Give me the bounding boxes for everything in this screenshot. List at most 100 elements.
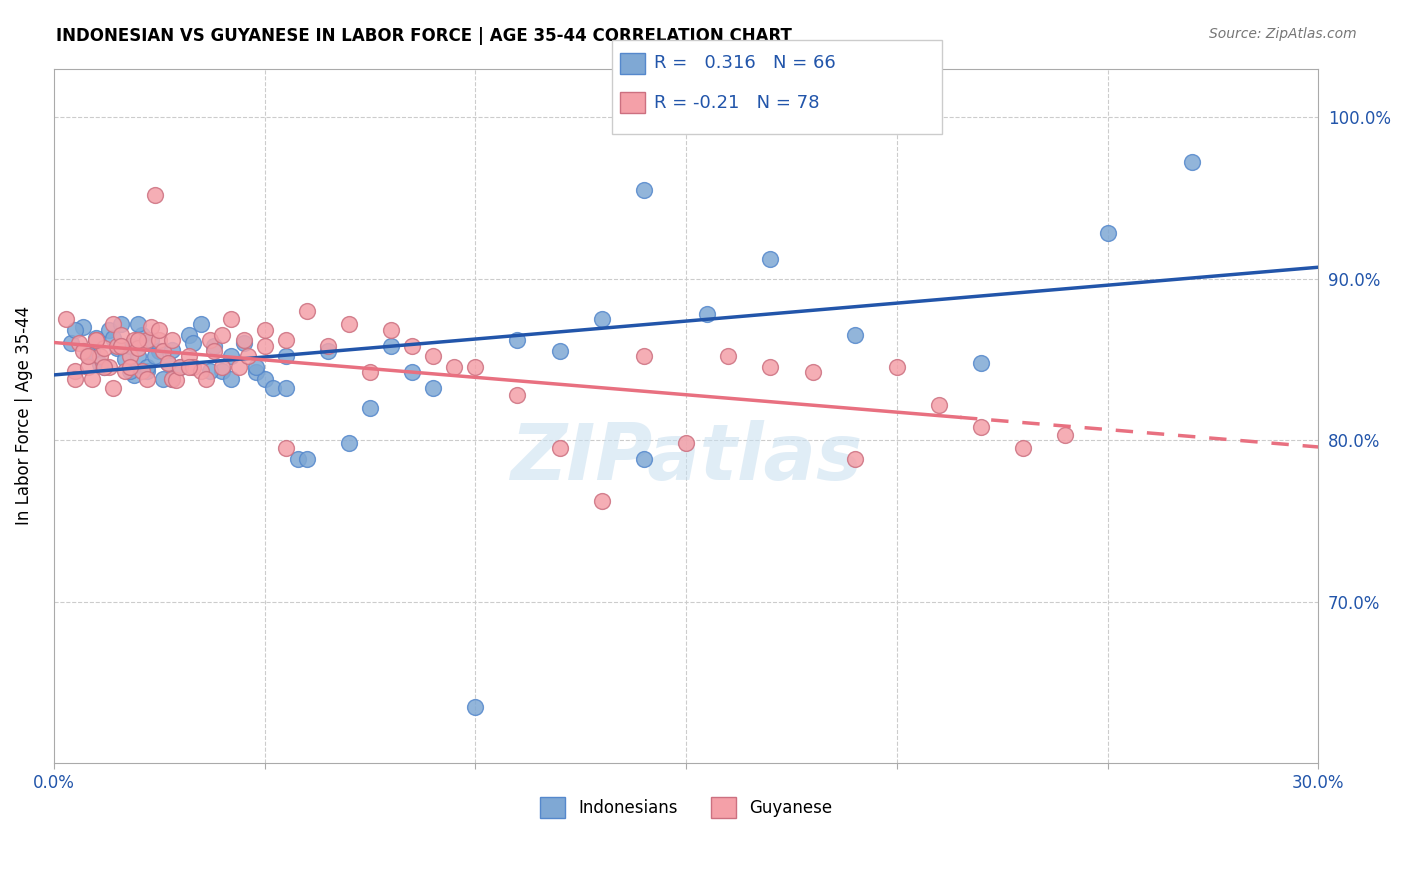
- Point: [101, 381, 124, 395]
- Point: [118, 360, 141, 375]
- Point: [970, 420, 993, 434]
- Point: [118, 349, 141, 363]
- Point: [190, 363, 212, 377]
- Point: [122, 333, 145, 347]
- Point: [717, 349, 740, 363]
- Point: [422, 381, 444, 395]
- Point: [1181, 155, 1204, 169]
- Point: [359, 401, 381, 415]
- Point: [970, 355, 993, 369]
- Point: [131, 328, 153, 343]
- Point: [211, 328, 233, 343]
- Point: [135, 372, 157, 386]
- Point: [131, 363, 153, 377]
- Legend: Indonesians, Guyanese: Indonesians, Guyanese: [533, 790, 839, 824]
- Point: [127, 333, 149, 347]
- Point: [63, 372, 86, 386]
- Point: [143, 349, 166, 363]
- Point: [181, 336, 204, 351]
- Point: [359, 365, 381, 379]
- Point: [156, 355, 179, 369]
- Point: [110, 317, 132, 331]
- Point: [101, 317, 124, 331]
- Point: [122, 368, 145, 383]
- Point: [76, 360, 98, 375]
- Point: [696, 307, 718, 321]
- Point: [228, 360, 250, 375]
- Point: [211, 360, 233, 375]
- Point: [169, 360, 191, 375]
- Point: [63, 363, 86, 377]
- Point: [274, 381, 297, 395]
- Point: [139, 333, 162, 347]
- Text: R = -0.21   N = 78: R = -0.21 N = 78: [654, 94, 820, 112]
- Point: [464, 699, 486, 714]
- Point: [97, 323, 120, 337]
- Point: [72, 344, 94, 359]
- Point: [759, 252, 782, 267]
- Point: [165, 373, 187, 387]
- Point: [84, 333, 107, 347]
- Point: [160, 333, 183, 347]
- Point: [1097, 227, 1119, 241]
- Point: [274, 333, 297, 347]
- Point: [236, 349, 259, 363]
- Point: [190, 317, 212, 331]
- Point: [380, 339, 402, 353]
- Point: [198, 363, 221, 377]
- Point: [198, 333, 221, 347]
- Point: [76, 347, 98, 361]
- Point: [422, 349, 444, 363]
- Point: [380, 323, 402, 337]
- Point: [548, 344, 571, 359]
- Point: [287, 452, 309, 467]
- Point: [114, 352, 136, 367]
- Point: [202, 339, 225, 353]
- Point: [110, 328, 132, 343]
- Point: [219, 372, 242, 386]
- Point: [1012, 441, 1035, 455]
- Point: [464, 360, 486, 375]
- Point: [506, 388, 529, 402]
- Point: [93, 360, 115, 375]
- Point: [675, 436, 697, 450]
- Point: [110, 339, 132, 353]
- Point: [59, 336, 82, 351]
- Point: [177, 360, 200, 375]
- Point: [84, 331, 107, 345]
- Point: [93, 341, 115, 355]
- Text: INDONESIAN VS GUYANESE IN LABOR FORCE | AGE 35-44 CORRELATION CHART: INDONESIAN VS GUYANESE IN LABOR FORCE | …: [56, 27, 792, 45]
- Point: [169, 360, 191, 375]
- Point: [844, 452, 866, 467]
- Point: [245, 365, 267, 379]
- Point: [80, 372, 103, 386]
- Point: [177, 349, 200, 363]
- Point: [253, 372, 276, 386]
- Point: [654, 108, 676, 122]
- Text: R =   0.316   N = 66: R = 0.316 N = 66: [654, 54, 835, 72]
- Point: [253, 323, 276, 337]
- Point: [633, 183, 655, 197]
- Point: [148, 323, 170, 337]
- Point: [127, 317, 149, 331]
- Point: [219, 312, 242, 326]
- Point: [232, 333, 254, 347]
- Point: [194, 372, 217, 386]
- Point: [55, 312, 77, 326]
- Point: [253, 339, 276, 353]
- Point: [135, 363, 157, 377]
- Point: [844, 328, 866, 343]
- Point: [118, 339, 141, 353]
- Point: [105, 339, 128, 353]
- Point: [219, 349, 242, 363]
- Point: [591, 494, 613, 508]
- Point: [93, 360, 115, 375]
- Point: [148, 333, 170, 347]
- Point: [89, 357, 111, 371]
- Point: [633, 349, 655, 363]
- Point: [401, 365, 423, 379]
- Point: [295, 303, 318, 318]
- Point: [84, 333, 107, 347]
- Point: [401, 339, 423, 353]
- Point: [443, 360, 465, 375]
